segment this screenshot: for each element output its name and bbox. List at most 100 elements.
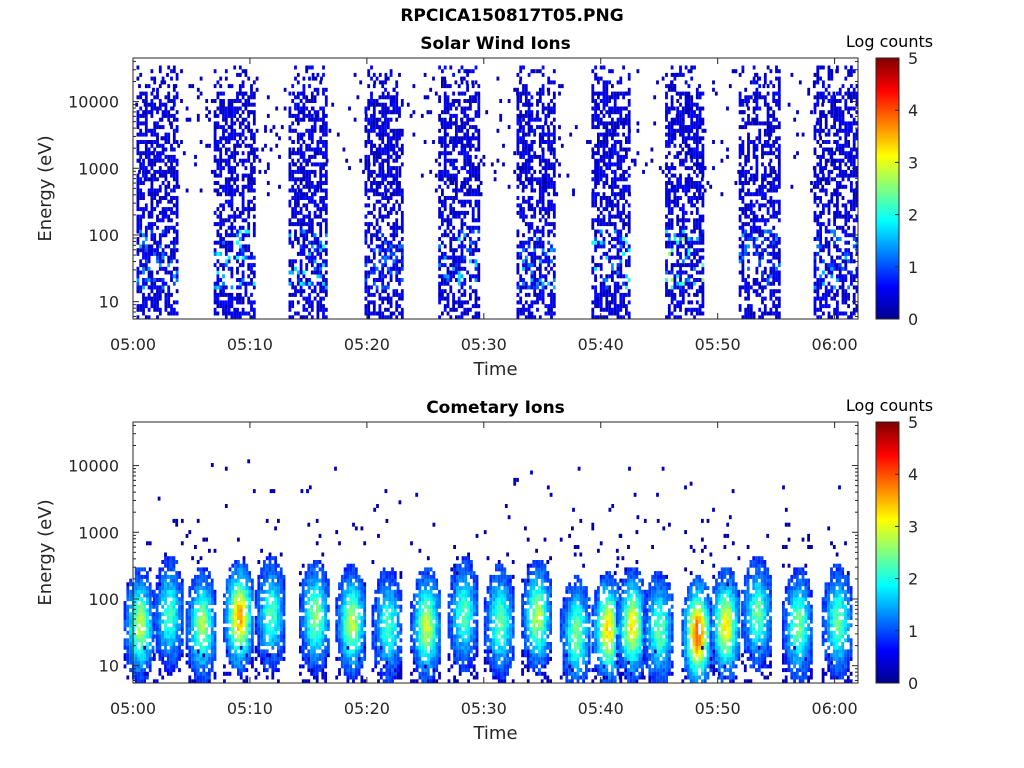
heatmap-cell	[233, 136, 237, 141]
heatmap-cell	[747, 307, 750, 312]
heatmap-cell	[136, 95, 140, 100]
heatmap-cell	[316, 251, 320, 256]
heatmap-cell	[398, 203, 401, 208]
heatmap-cell	[158, 184, 162, 189]
heatmap-cell	[772, 304, 776, 309]
heatmap-cell	[139, 263, 143, 268]
heatmap-cell	[136, 229, 140, 234]
heatmap-cell	[299, 244, 303, 249]
heatmap-cell	[611, 311, 614, 316]
heatmap-cell	[322, 151, 325, 156]
heatmap-cell	[613, 281, 617, 286]
heatmap-cell	[763, 196, 767, 200]
heatmap-cell	[213, 285, 217, 290]
heatmap-cell	[305, 69, 309, 74]
heatmap-cell	[594, 248, 597, 253]
heatmap-cell	[701, 203, 705, 208]
heatmap-cell	[438, 300, 441, 305]
heatmap-cell	[449, 248, 453, 253]
heatmap-cell	[443, 110, 447, 115]
heatmap-cell	[701, 263, 705, 268]
heatmap-cell	[378, 117, 382, 122]
heatmap-cell	[164, 192, 168, 197]
heatmap-cell	[230, 84, 234, 89]
heatmap-cell	[136, 184, 140, 189]
heatmap-cell	[695, 199, 699, 204]
heatmap-cell	[219, 263, 223, 268]
heatmap-cell	[738, 136, 742, 141]
heatmap-cell	[156, 121, 159, 126]
heatmap-cell	[161, 76, 165, 81]
heatmap-cell	[701, 300, 705, 305]
heatmap-cell	[469, 251, 472, 256]
heatmap-cell	[538, 218, 542, 223]
heatmap-cell	[676, 106, 680, 111]
heatmap-cell	[758, 95, 762, 100]
heatmap-cell	[452, 177, 455, 182]
heatmap-cell	[364, 158, 368, 163]
heatmap-cell	[316, 110, 320, 115]
heatmap-cell	[813, 300, 817, 305]
heatmap-cell	[777, 91, 781, 96]
heatmap-cell	[741, 266, 745, 271]
heatmap-cell	[622, 196, 625, 200]
heatmap-cell	[698, 259, 702, 264]
heatmap-cell	[463, 166, 467, 171]
heatmap-cell	[469, 158, 472, 163]
heatmap-cell	[738, 207, 742, 212]
heatmap-cell	[474, 177, 478, 182]
heatmap-cell	[687, 151, 691, 156]
heatmap-cell	[813, 289, 817, 294]
heatmap-cell	[216, 292, 220, 297]
heatmap-cell	[452, 158, 455, 163]
heatmap-cell	[144, 125, 148, 130]
heatmap-cell	[830, 147, 834, 152]
heatmap-cell	[693, 248, 696, 253]
heatmap-cell	[667, 106, 671, 111]
heatmap-cell	[310, 192, 314, 197]
heatmap-cell	[687, 240, 691, 245]
heatmap-cell	[302, 240, 306, 245]
heatmap-cell	[744, 281, 748, 286]
heatmap-cell	[294, 210, 297, 215]
heatmap-cell	[755, 199, 759, 204]
heatmap-cell	[241, 300, 245, 305]
heatmap-cell	[594, 181, 597, 185]
heatmap-cell	[766, 91, 770, 96]
heatmap-cell	[538, 196, 542, 200]
heatmap-cell	[681, 184, 685, 189]
heatmap-cell	[153, 162, 157, 167]
heatmap-cell	[449, 237, 453, 241]
heatmap-cell	[161, 251, 165, 256]
heatmap-cell	[827, 173, 831, 178]
heatmap-cell	[386, 210, 390, 215]
heatmap-cell	[219, 244, 223, 249]
heatmap-cell	[687, 263, 691, 268]
heatmap-cell	[670, 263, 674, 268]
heatmap-cell	[474, 192, 478, 197]
heatmap-cell	[830, 255, 834, 260]
heatmap-cell	[213, 140, 217, 144]
heatmap-cell	[446, 169, 450, 174]
heatmap-cell	[477, 113, 481, 118]
heatmap-cell	[389, 251, 393, 256]
heatmap-cell	[819, 255, 822, 260]
heatmap-cell	[738, 244, 742, 249]
heatmap-cell	[384, 240, 387, 245]
heatmap-cell	[611, 207, 614, 212]
heatmap-cell	[443, 229, 447, 234]
heatmap-cell	[524, 151, 528, 156]
heatmap-cell	[238, 315, 242, 320]
heatmap-cell	[611, 169, 614, 174]
heatmap-cell	[364, 304, 368, 309]
heatmap-cell	[384, 113, 387, 118]
heatmap-cell	[308, 177, 311, 182]
heatmap-cell	[463, 177, 467, 182]
heatmap-cell	[370, 169, 373, 174]
heatmap-cell	[299, 210, 303, 215]
heatmap-cell	[384, 102, 387, 107]
heatmap-cell	[136, 181, 140, 185]
heatmap-cell	[772, 281, 776, 286]
heatmap-cell	[552, 210, 556, 215]
heatmap-cell	[777, 121, 781, 126]
